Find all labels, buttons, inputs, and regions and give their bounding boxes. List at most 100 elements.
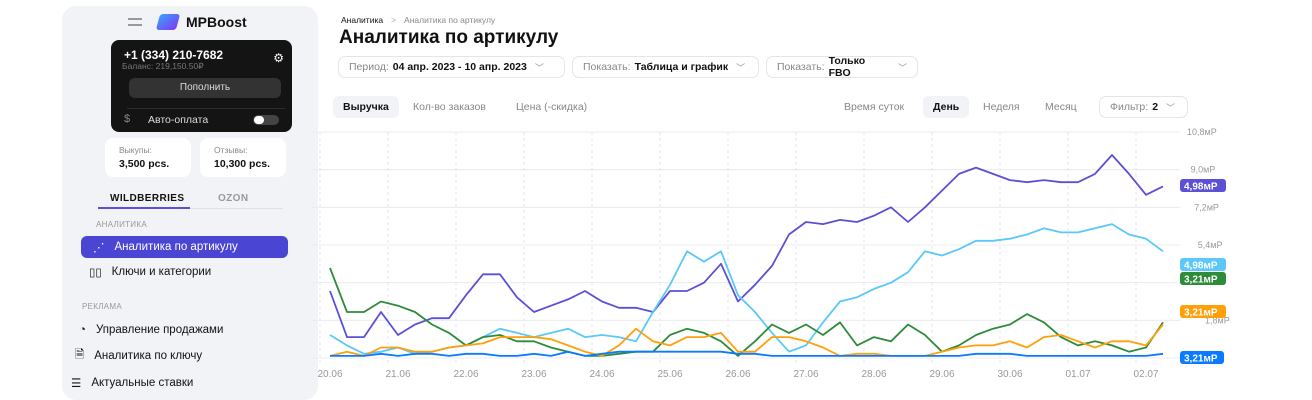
chevron-down-icon: ﹀ [897,62,907,73]
series-line-1 [329,223,1164,355]
chevron-down-icon: ﹀ [534,62,544,73]
logo-row: MPBoost [128,14,247,30]
y-tick-label: 1,8мР [1205,315,1230,325]
breadcrumb-link[interactable]: Аналитика [341,15,384,25]
tab-ozon[interactable]: OZON [218,193,249,204]
pie-chart-icon: ◔ [79,324,86,336]
tab-month[interactable]: Месяц [1045,101,1077,113]
section-title-ads: РЕКЛАМА [82,302,123,311]
stat-value: 3,500 pcs. [119,158,170,170]
account-phone: +1 (334) 210-7682 [124,48,224,62]
y-tick-label: 5,4мР [1198,240,1223,250]
end-value-badge [1180,258,1226,271]
tab-wildberries[interactable]: WILDBERRIES [110,193,185,204]
end-value-label: 4,98мР [1184,261,1218,272]
logo-text: MPBoost [186,14,247,30]
end-value-label: 3,21мР [1184,308,1218,319]
y-tick-label: 10,8мР [1187,127,1217,137]
breadcrumb-current: Аналитика по артикулу [404,15,496,25]
end-value-badge [1180,351,1224,364]
account-balance: Баланс: 219,150.50₽ [122,61,204,71]
x-tick-label: 26.06 [725,369,750,380]
sidebar-item-label: Аналитика по артикулу [114,241,238,253]
view-dropdown[interactable]: Показать: Таблица и график ﹀ [572,56,759,78]
end-value-label: 3,21мР [1184,354,1218,365]
fulfillment-dropdown[interactable]: Показать: Только FBO ﹀ [766,55,918,79]
sidebar-item-label: Актуальные ставки [91,377,194,389]
x-tick-label: 24.06 [589,369,614,380]
tab-day[interactable]: День [923,96,970,118]
sidebar-item-sales-management[interactable]: ◔ Управление продажами [79,319,223,341]
x-tick-label: 02.07 [1133,369,1158,380]
end-value-badge [1180,305,1226,318]
divider [190,208,283,209]
scatter-chart-icon: ⋰ [93,242,105,254]
columns-icon: ▯▯ [89,267,102,279]
tab-time-of-day[interactable]: Время суток [844,101,905,113]
period-dropdown[interactable]: Период: 04 апр. 2023 - 10 апр. 2023 ﹀ [338,56,565,78]
section-title-analytics: АНАЛИТИКА [96,220,147,229]
sidebar-item-label: Аналитика по ключу [94,350,203,362]
topup-button[interactable]: Пополнить [129,78,281,98]
tab-revenue[interactable]: Выручка [333,96,399,118]
stat-label: Выкупы: [119,145,152,155]
filter-dropdown[interactable]: Фильтр: 2 ﹀ [1099,96,1188,118]
x-tick-label: 29.06 [929,369,954,380]
autopay-label: Авто-оплата [148,114,209,126]
x-tick-label: 30.06 [997,369,1022,380]
series-line-0 [329,154,1164,338]
sidebar-item-keys-categories[interactable]: ▯▯ Ключи и категории [89,261,211,283]
tab-indicator [98,207,190,209]
divider [127,108,285,109]
chevron-down-icon: ﹀ [1166,102,1176,113]
x-tick-label: 01.07 [1065,369,1090,380]
dropdown-value: 04 апр. 2023 - 10 апр. 2023 [392,61,527,73]
sidebar-item-key-analytics[interactable]: 🗎 Аналитика по ключу [75,345,202,367]
end-value-badge [1180,179,1226,192]
chevron-down-icon: ﹀ [736,62,746,73]
stat-label: Отзывы: [214,145,248,155]
series-line-3 [329,323,1164,357]
gear-icon[interactable]: ⚙ [273,51,284,65]
series-line-2 [329,267,1164,357]
stat-card-buyouts: Выкупы: 3,500 pcs. [105,138,191,177]
end-value-badge [1180,272,1226,285]
x-tick-label: 25.06 [657,369,682,380]
y-tick-label: 9,0мР [1191,165,1216,175]
dropdown-key: Показать: [583,61,631,73]
end-value-label: 3,21мР [1184,275,1218,286]
autopay-toggle[interactable] [253,115,279,125]
sidebar-item-label: Управление продажами [95,324,224,336]
x-tick-label: 27.06 [793,369,818,380]
dropdown-value: 2 [1152,101,1159,113]
sidebar-item-current-bids[interactable]: ☰ Актуальные ставки [71,372,193,394]
series-line-4 [330,350,1164,357]
tab-week[interactable]: Неделя [983,101,1020,113]
dropdown-value: Только FBO [828,55,866,79]
dollar-refresh-icon: $ [124,113,131,125]
x-tick-label: 22.06 [453,369,478,380]
list-icon: ☰ [71,378,82,390]
dropdown-key: Показать: [777,61,825,73]
document-search-icon: 🗎 [75,348,85,361]
tab-price[interactable]: Цена (-скидка) [516,101,588,113]
breadcrumb: Аналитика > Аналитика по артикулу [341,15,503,25]
tab-orders-count[interactable]: Кол-во заказов [413,101,486,113]
sidebar-item-article-analytics[interactable]: ⋰ Аналитика по артикулу [81,236,288,258]
x-tick-label: 21.06 [385,369,410,380]
end-value-label: 4,98мР [1184,182,1218,193]
stat-value: 10,300 pcs. [214,158,271,170]
stat-card-reviews: Отзывы: 10,300 pcs. [200,138,286,177]
x-tick-label: 20.06 [317,369,342,380]
y-tick-label: 7,2мР [1194,202,1219,212]
x-tick-label: 28.06 [861,369,886,380]
x-tick-label: 23.06 [521,369,546,380]
menu-icon[interactable] [128,18,142,26]
page-title: Аналитика по артикулу [339,27,559,48]
sidebar-item-label: Ключи и категории [111,266,212,278]
dropdown-key: Фильтр: [1110,101,1149,113]
dropdown-value: Таблица и график [634,61,729,73]
dropdown-key: Период: [349,61,389,73]
breadcrumb-separator: > [391,15,397,25]
